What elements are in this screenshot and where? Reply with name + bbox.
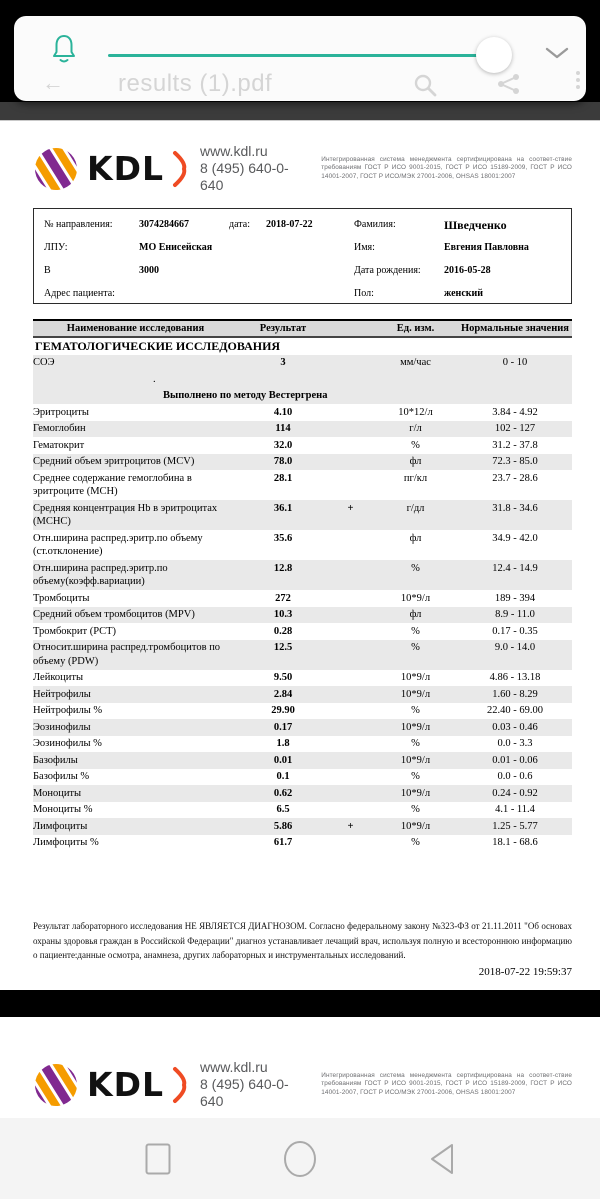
lpu-label: ЛПУ: [44,242,68,253]
table-row: Гемоглобин 114 г/л 102 - 127 [33,420,572,437]
table-row: Отн.ширина распред.эритр.по объему(коэфф… [33,560,572,590]
birth-value: 2016-05-28 [444,265,491,276]
table-row: Тромбокрит (PCT) 0.28% 0.17 - 0.35 [33,625,538,637]
recents-button[interactable] [140,1140,176,1178]
overflow-menu-icon[interactable] [576,71,580,89]
col-header-flag [328,319,373,338]
kdl-letterhead: KDL www.kdl.ru 8 (495) 640-0-640 Интегри… [33,143,572,194]
sex-label: Пол: [354,288,374,299]
pdf-page-1: KDL www.kdl.ru 8 (495) 640-0-640 Интегри… [0,121,600,990]
volume-slider-track[interactable] [108,54,480,57]
kdl-swoosh-icon [173,150,187,187]
kdl-url: www.kdl.ru [200,1059,268,1075]
table-row: Лимфоциты % 61.7% 18.1 - 68.6 [33,837,538,848]
table-row: Эозинофилы % 1.8% 0.0 - 3.3 [33,738,533,749]
col-header-name: Наименование исследования [33,319,238,338]
back-arrow-icon[interactable]: ← [42,70,64,95]
birth-label: Дата рождения: [354,265,421,276]
table-row: Базофилы 0.01 10*9/л 0.01 - 0.06 [33,752,572,769]
date-value: 2018-07-22 [266,219,313,230]
kdl-phone: 8 (495) 640-0-640 [200,160,289,193]
table-row: Гематокрит 32.0% 31.2 - 37.8 [33,439,538,451]
table-row: Моноциты 0.62 10*9/л 0.24 - 0.92 [33,785,572,802]
section-title-row: ГЕМАТОЛОГИЧЕСКИЕ ИССЛЕДОВАНИЯ [33,337,572,355]
android-nav-bar [0,1118,600,1199]
table-row: Лейкоциты 9.50 10*9/л 4.86 - 13.18 [33,672,541,683]
kdl-contact: www.kdl.ru 8 (495) 640-0-640 [200,143,307,194]
pdf-page-2: KDL www.kdl.ru 8 (495) 640-0-640 Интегри… [0,1017,600,1118]
lpu-value: МО Енисейская [139,242,213,253]
results-table-body: ГЕМАТОЛОГИЧЕСКИЕ ИССЛЕДОВАНИЯ СОЭ 3 мм/час… [33,337,572,851]
table-row: Отн.ширина распред.эритр.по объему (ст.о… [33,532,538,558]
kdl-wordmark: KDL [87,149,164,188]
kdl-phone: 8 (495) 640-0-640 [200,1076,289,1109]
toolbar-ghost: ← results (1).pdf [14,70,586,101]
kdl-certification-text: Интегрированная система менеджмента серт… [321,1071,572,1096]
volume-slider-thumb[interactable] [476,37,512,73]
table-row: Среднее содержание гемоглобина в эритроц… [33,472,538,498]
table-row: Эозинофилы 0.17 10*9/л 0.03 - 0.46 [33,719,572,736]
ring-bell-icon [53,35,75,63]
lastname-value: Шведченко [444,218,507,232]
table-row: Тромбоциты 272 10*9/л 189 - 394 [33,592,536,604]
section-title: ГЕМАТОЛОГИЧЕСКИЕ ИССЛЕДОВАНИЯ [33,337,572,355]
table-row: СОЭ 3 мм/час 0 - 10 [33,354,572,371]
table-row: Нейтрофилы % 29.90% 22.40 - 69.00 [33,705,543,716]
table-row: Нейтрофилы 2.84 10*9/л 1.60 - 8.29 [33,686,572,703]
kdl-globe-icon [33,1061,79,1108]
table-row: Моноциты % 6.5% 4.1 - 11.4 [33,804,535,815]
table-row: Выполнено по методу Вестергрена [33,387,572,404]
back-button[interactable] [424,1140,460,1178]
firstname-label: Имя: [354,242,375,253]
table-row: Относит.ширина распред.тромбоцитов по об… [33,639,572,670]
kdl-url: www.kdl.ru [200,143,268,159]
col-header-range: Нормальные значения [458,319,572,338]
home-button[interactable] [282,1140,318,1178]
kdl-swoosh-icon [173,1066,187,1103]
kdl-logo: KDL [33,1061,190,1108]
patient-info-box: № направления: 3074284667 дата: 2018-07-… [33,208,572,304]
table-row: Средний объем тромбоцитов (MPV) 10.3 фл 8.9… [33,606,572,623]
kdl-globe-icon [33,145,79,192]
date-label: дата: [229,219,250,230]
table-row: Средняя концентрация Hb в эритроцитах (M… [33,500,572,530]
results-table-header-row: Наименование исследования Результат Ед. … [33,319,572,338]
kdl-certification-text: Интегрированная система менеджмента серт… [321,155,572,180]
b-label: В [44,265,51,276]
report-timestamp: 2018-07-22 19:59:37 [478,965,572,978]
share-icon[interactable] [496,72,522,96]
lastname-label: Фамилия: [354,219,396,230]
search-icon[interactable] [412,72,438,98]
table-row: Лимфоциты 5.86 +10*9/л 1.25 - 5.77 [33,818,572,835]
disclaimer-text: Результат лабораторного исследования НЕ … [33,921,572,960]
volume-notification-panel[interactable]: ← results (1).pdf [14,16,586,101]
ref-label: № направления: [44,219,113,230]
col-header-result: Результат [238,319,328,338]
col-header-unit: Ед. изм. [373,319,458,338]
kdl-contact: www.kdl.ru 8 (495) 640-0-640 [200,1059,307,1110]
kdl-logo: KDL [33,145,190,192]
address-label: Адрес пациента: [44,288,115,299]
table-row: Эритроциты 4.10 10*12/л 3.84 - 4.92 [33,406,538,418]
b-value: 3000 [139,265,159,276]
chevron-down-icon[interactable] [544,46,570,60]
sex-value: женский [444,288,484,299]
kdl-wordmark: KDL [87,1065,164,1104]
ref-value: 3074284667 [139,219,189,230]
firstname-value: Евгения Павловна [444,242,529,253]
table-row: . [33,371,572,388]
table-row: Средний объем эритроцитов (MCV) 78.0 фл 72.… [33,453,572,470]
document-title: results (1).pdf [118,70,273,97]
results-table: Наименование исследования Результат Ед. … [33,319,572,851]
table-row: Базофилы % 0.1% 0.0 - 0.6 [33,771,533,782]
viewer-secondary-bar [0,102,600,121]
page-separator [0,990,600,1017]
